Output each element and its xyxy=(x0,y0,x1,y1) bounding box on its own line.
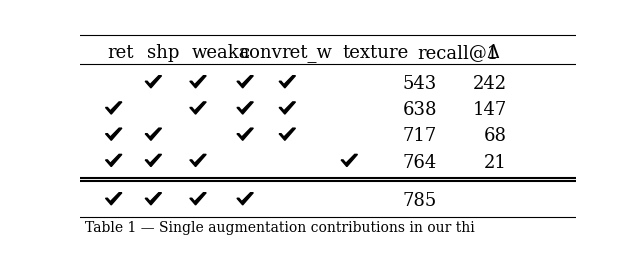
Polygon shape xyxy=(237,102,253,114)
Text: Δ: Δ xyxy=(486,43,500,62)
Polygon shape xyxy=(237,76,253,88)
Polygon shape xyxy=(190,154,206,167)
Polygon shape xyxy=(145,128,161,140)
Text: shp: shp xyxy=(147,43,179,62)
Polygon shape xyxy=(106,154,122,167)
Polygon shape xyxy=(106,102,122,114)
Polygon shape xyxy=(279,76,296,88)
Text: 21: 21 xyxy=(484,154,507,172)
Text: 147: 147 xyxy=(472,101,507,119)
Polygon shape xyxy=(279,102,296,114)
Text: 638: 638 xyxy=(403,101,437,119)
Text: 717: 717 xyxy=(403,127,437,145)
Text: ret_w: ret_w xyxy=(281,43,332,62)
Polygon shape xyxy=(237,128,253,140)
Polygon shape xyxy=(190,102,206,114)
Polygon shape xyxy=(145,76,161,88)
Polygon shape xyxy=(190,193,206,205)
Text: texture: texture xyxy=(343,43,409,62)
Text: 68: 68 xyxy=(484,127,507,145)
Polygon shape xyxy=(341,154,358,167)
Polygon shape xyxy=(237,193,253,205)
Polygon shape xyxy=(106,193,122,205)
Text: recall@1: recall@1 xyxy=(417,43,499,62)
Polygon shape xyxy=(106,128,122,140)
Text: 242: 242 xyxy=(472,75,507,93)
Text: conv: conv xyxy=(239,43,282,62)
Text: 785: 785 xyxy=(403,192,437,210)
Text: ret: ret xyxy=(108,43,134,62)
Polygon shape xyxy=(190,76,206,88)
Polygon shape xyxy=(145,193,161,205)
Text: weaka: weaka xyxy=(191,43,250,62)
Text: Table 1 — Single augmentation contributions in our thi: Table 1 — Single augmentation contributi… xyxy=(85,221,475,235)
Text: 764: 764 xyxy=(403,154,437,172)
Polygon shape xyxy=(145,154,161,167)
Text: 543: 543 xyxy=(403,75,437,93)
Polygon shape xyxy=(279,128,296,140)
